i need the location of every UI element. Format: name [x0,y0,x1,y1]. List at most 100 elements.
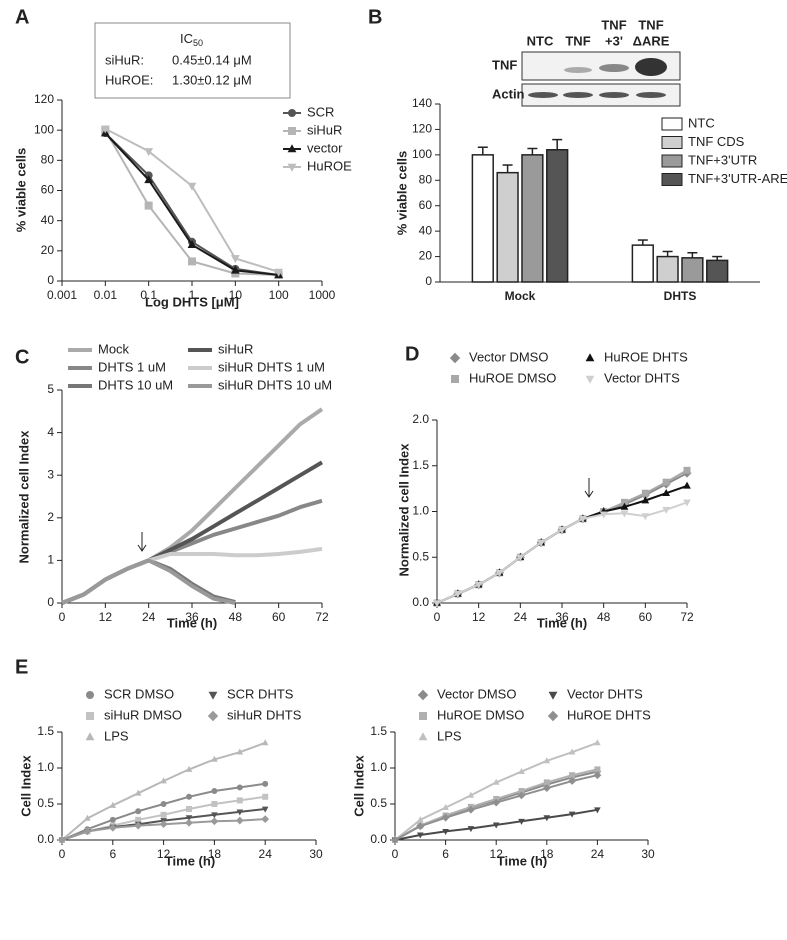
y-axis-label: Normalized cell Index [396,443,411,577]
series-line [436,484,688,604]
legend-label: HuROE DHTS [567,707,651,722]
series-line [436,472,688,604]
bar [656,255,679,283]
x-tick-label: 18 [540,847,554,861]
y-tick-label: 20 [419,249,433,263]
y-tick-label: 1.0 [412,504,429,518]
arrow [584,478,594,498]
marker [442,804,449,810]
y-tick-label: 100 [34,122,54,136]
marker [109,801,117,808]
x-axis-label: Time (h) [165,853,215,868]
y-axis-label: Cell Index [18,755,33,817]
marker [274,268,284,277]
legend-label: vector [307,140,343,155]
y-tick-label: 100 [412,147,432,161]
ic50-name: siHuR: [105,52,144,67]
marker [662,478,670,486]
x-tick-label: 6 [109,847,116,861]
series-line [394,774,598,841]
legend-label: HuROE DMSO [437,707,524,722]
panel-label: E [15,656,28,678]
legend-label: siHuR DHTS 10 uM [218,377,332,392]
marker [235,816,244,825]
y-axis-label: Normalized cell Index [16,430,31,564]
marker [100,125,110,134]
marker [578,516,587,524]
marker [85,732,95,741]
marker [492,778,500,785]
x-tick-label: 0.001 [47,288,77,302]
marker [134,821,143,830]
marker [662,506,671,514]
legend-label: HuROE DHTS [604,349,688,364]
x-tick-label: 0 [392,847,399,861]
marker [211,801,218,807]
x-tick-label: 12 [99,610,113,624]
y-tick-label: 1.5 [37,724,54,738]
series-line [104,129,279,276]
y-tick-label: 5 [47,382,54,396]
legend-label: siHuR DHTS [227,707,302,722]
y-tick-label: 140 [412,96,432,110]
x-tick-label: 1000 [309,288,336,302]
x-tick-label: 72 [315,610,329,624]
y-tick-label: 0.5 [412,549,429,563]
marker [230,265,240,274]
x-tick-label: 30 [309,847,323,861]
series-line [61,558,236,605]
marker [288,127,296,135]
y-tick-label: 3 [47,467,54,481]
marker [433,600,441,608]
marker [594,807,601,814]
marker [568,811,576,818]
marker [236,797,243,804]
lane-label: TNF [638,17,663,32]
marker [262,780,269,787]
legend-label: LPS [437,728,462,743]
marker [451,375,459,383]
bar [631,244,654,283]
band [528,92,558,98]
marker [621,498,628,506]
marker [453,591,462,599]
bar [471,154,494,283]
legend-label: NTC [688,115,715,130]
y-tick-label: 20 [41,243,55,257]
band [564,67,592,73]
marker [516,554,525,562]
marker [641,489,649,497]
marker [210,817,219,826]
bar [706,259,729,283]
marker [261,739,269,746]
blot-row-label: TNF [492,57,517,72]
marker [641,496,650,504]
marker [547,710,559,722]
x-tick-label: 48 [229,610,243,624]
marker [599,511,608,519]
marker [185,815,193,822]
bar [546,149,569,283]
lane-label: NTC [527,33,554,48]
panel-label: A [15,6,29,28]
x-tick-label: Mock [505,289,536,303]
legend-label: SCR [307,104,334,119]
x-tick-label: 0 [59,610,66,624]
marker [543,779,550,786]
y-tick-label: 40 [419,223,433,237]
lane-label: TNF [565,33,590,48]
y-axis-label: % viable cells [394,151,409,236]
marker [467,805,475,814]
bar [681,257,704,283]
y-tick-label: 80 [419,172,433,186]
marker [542,784,551,793]
lane-label: ΔARE [633,33,670,48]
ic50-value: 0.45±0.14 μM [172,52,252,67]
x-tick-label: 0.1 [140,288,157,302]
marker [185,765,193,772]
y-tick-label: 0.0 [412,595,429,609]
y-tick-label: 1.5 [370,724,387,738]
x-axis-label: Time (h) [497,853,547,868]
marker [186,806,192,813]
y-tick-label: 40 [41,213,55,227]
